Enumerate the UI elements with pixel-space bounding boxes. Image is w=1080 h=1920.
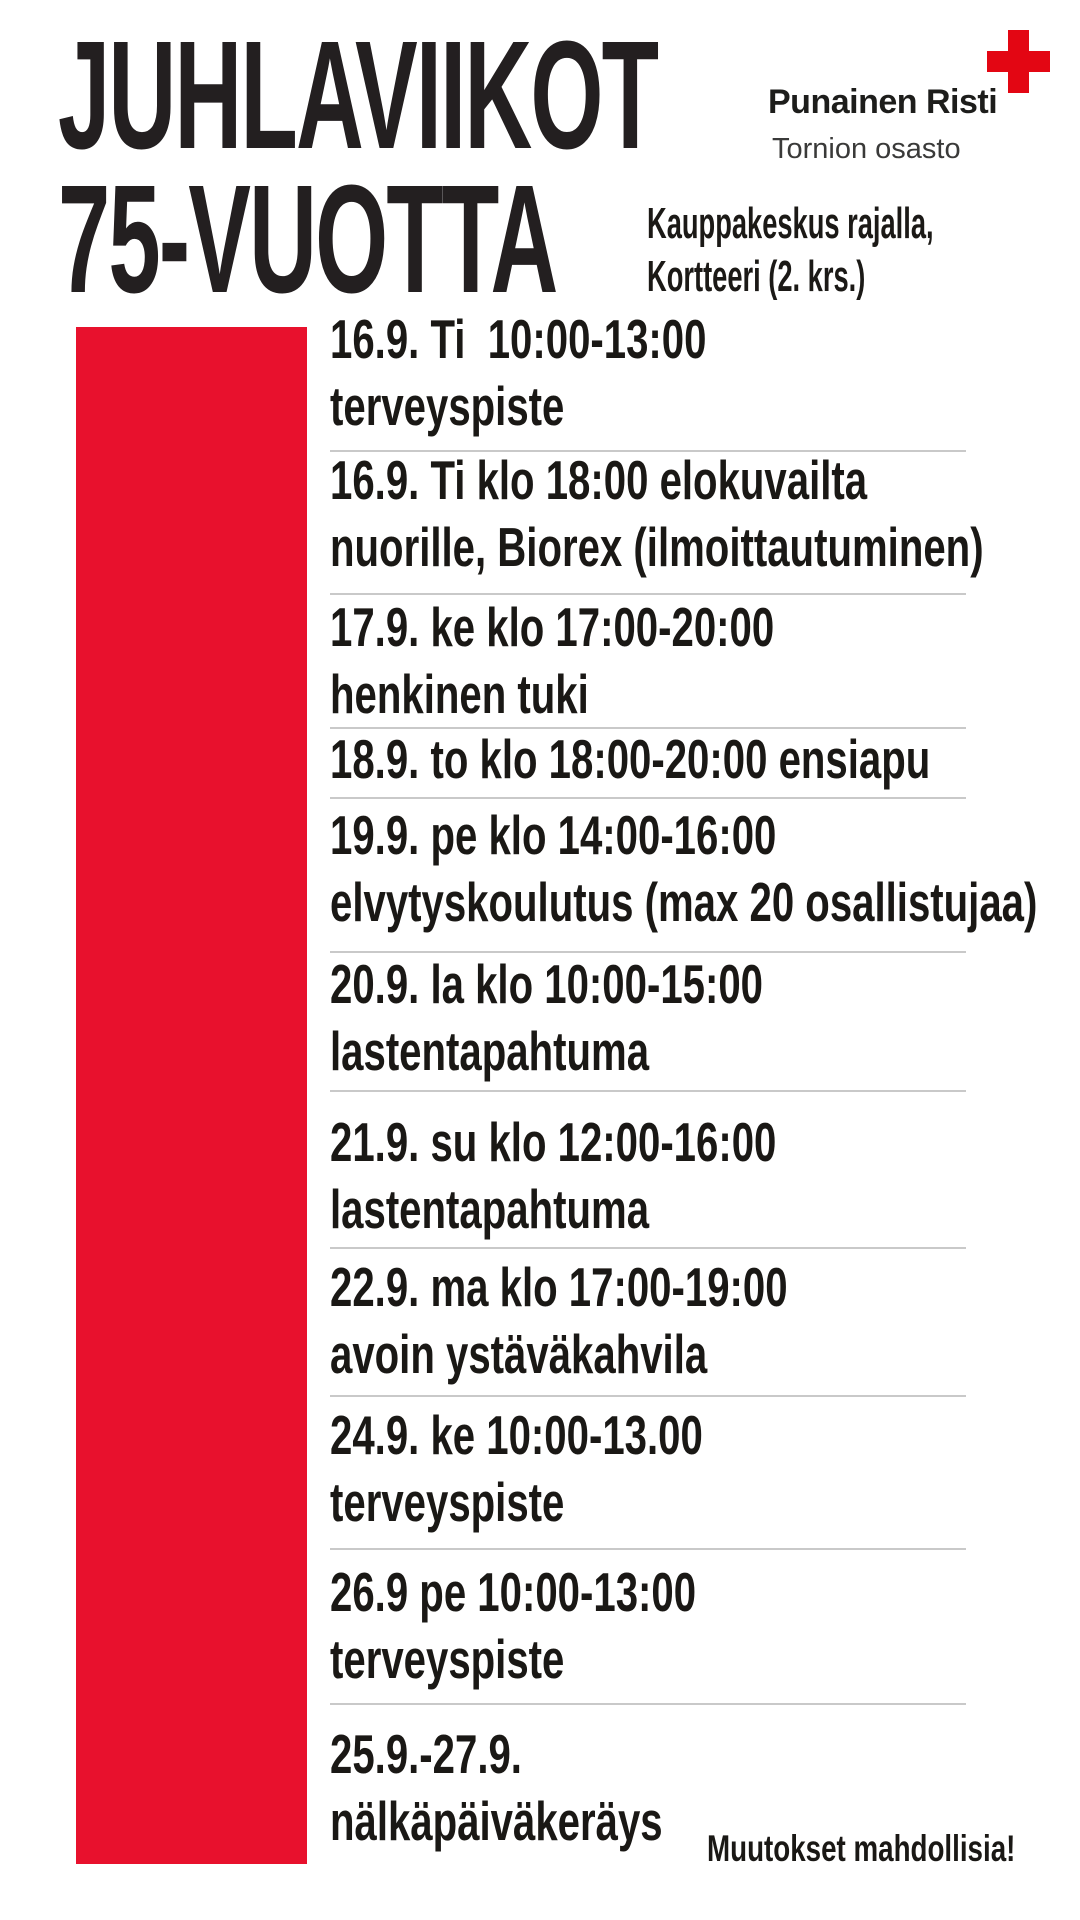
row-divider	[330, 450, 966, 452]
venue-line-1: Kauppakeskus rajalla,	[647, 199, 934, 248]
schedule-row: 21.9. su klo 12:00-16:00 lastentapahtuma	[330, 1109, 1030, 1243]
schedule-row-activity: lastentapahtuma	[330, 1020, 650, 1082]
red-cross-icon	[987, 30, 1050, 93]
schedule-row-datetime: 16.9. Ti 10:00-13:00	[330, 308, 707, 370]
schedule-row-datetime: 20.9. la klo 10:00-15:00	[330, 953, 764, 1015]
changes-possible-note: Muutokset mahdollisia!	[707, 1828, 1016, 1869]
schedule-row-activity: avoin ystäväkahvila	[330, 1323, 708, 1385]
schedule-row: 16.9. Ti 10:00-13:00 terveyspiste	[330, 306, 1030, 440]
row-divider	[330, 1703, 966, 1705]
schedule-row-activity: nuorille, Biorex (ilmoittautuminen)	[330, 516, 984, 578]
row-divider	[330, 951, 966, 953]
schedule-row: 22.9. ma klo 17:00-19:00 avoin ystäväkah…	[330, 1254, 1030, 1388]
row-divider	[330, 1395, 966, 1397]
row-divider	[330, 727, 966, 729]
schedule-row-datetime: 21.9. su klo 12:00-16:00	[330, 1111, 777, 1173]
schedule-row-activity: terveyspiste	[330, 1471, 565, 1533]
schedule-row: 25.9.-27.9. nälkäpäiväkeräys	[330, 1721, 1030, 1855]
schedule-row-activity: terveyspiste	[330, 1628, 565, 1690]
poster-title: JUHLAVIIKOT 75-VUOTTA	[58, 9, 1040, 325]
row-divider	[330, 1548, 966, 1550]
title-line-2: 75-VUOTTA	[58, 153, 558, 325]
venue-line-2: Kortteeri (2. krs.)	[647, 252, 866, 301]
schedule-row-datetime: 16.9. Ti klo 18:00 elokuvailta	[330, 449, 868, 511]
row-divider	[330, 797, 966, 799]
schedule-row: 24.9. ke 10:00-13.00 terveyspiste	[330, 1402, 1030, 1536]
venue-info: Kauppakeskus rajalla, Kortteeri (2. krs.…	[647, 197, 1080, 303]
organization-name: Punainen Risti	[768, 83, 998, 121]
schedule-row: 20.9. la klo 10:00-15:00 lastentapahtuma	[330, 951, 1030, 1085]
title-line-1: JUHLAVIIKOT	[58, 9, 659, 181]
schedule-row-datetime: 25.9.-27.9.	[330, 1723, 522, 1785]
schedule-row-datetime: 17.9. ke klo 17:00-20:00	[330, 596, 775, 658]
schedule-row: 18.9. to klo 18:00-20:00 ensiapu	[330, 726, 1030, 860]
schedule-row-datetime: 26.9 pe 10:00-13:00	[330, 1561, 697, 1623]
row-divider	[330, 593, 966, 595]
schedule-row: 16.9. Ti klo 18:00 elokuvailta nuorille,…	[330, 447, 1030, 581]
chapter-name: Tornion osasto	[772, 133, 961, 165]
schedule-row-activity: lastentapahtuma	[330, 1178, 650, 1240]
schedule-row-datetime: 24.9. ke 10:00-13.00	[330, 1404, 703, 1466]
red-sidebar	[76, 327, 307, 1864]
schedule-row: 26.9 pe 10:00-13:00 terveyspiste	[330, 1559, 1030, 1693]
row-divider	[330, 1247, 966, 1249]
schedule-row-datetime: 22.9. ma klo 17:00-19:00	[330, 1256, 788, 1318]
schedule-row-activity: henkinen tuki	[330, 663, 589, 725]
schedule-row-activity: elvytyskoulutus (max 20 osallistujaa)	[330, 871, 1038, 933]
row-divider	[330, 1090, 966, 1092]
schedule-row-datetime: 18.9. to klo 18:00-20:00 ensiapu	[330, 728, 931, 790]
schedule-row: 19.9. pe klo 14:00-16:00 elvytyskoulutus…	[330, 802, 1038, 936]
schedule-row-activity: terveyspiste	[330, 375, 565, 437]
schedule-row-datetime: 19.9. pe klo 14:00-16:00	[330, 804, 777, 866]
schedule-row-activity: nälkäpäiväkeräys	[330, 1790, 663, 1852]
schedule-row: 17.9. ke klo 17:00-20:00 henkinen tuki	[330, 594, 1030, 728]
